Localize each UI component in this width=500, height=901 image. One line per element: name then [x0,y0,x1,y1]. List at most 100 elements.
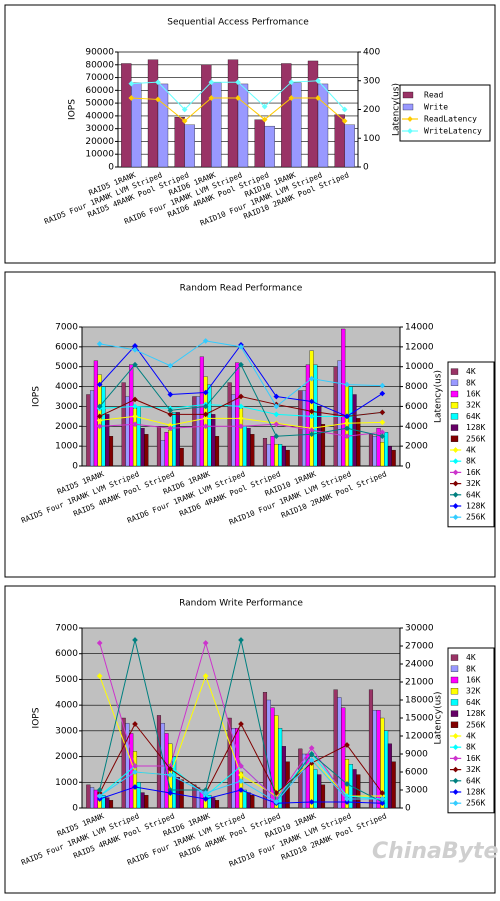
legend-label: 128K [466,788,485,797]
marker [132,396,138,403]
marker [132,763,138,769]
bar [160,440,165,467]
marker [208,79,215,86]
y-tick-label: 3000 [55,402,78,412]
legend-swatch [452,755,459,762]
y2-tick-label: 12000 [405,342,434,352]
marker [308,375,315,382]
marker [181,106,188,113]
y2-tick-label: 0 [405,804,411,814]
y-tick-label: 7000 [55,323,78,333]
marker [167,411,174,418]
bar [356,774,361,809]
legend-label: 32K [466,401,481,410]
marker [208,95,215,101]
y-tick-label: 0 [72,804,78,814]
bar [132,751,138,809]
bar [291,82,302,168]
marker [132,721,138,727]
marker [308,745,315,751]
y2-tick-label: 6000 [405,768,428,778]
marker [344,433,350,440]
marker [96,790,103,796]
marker [238,423,244,430]
legend-swatch [452,480,459,487]
legend-label: 4K [466,367,476,376]
y-tick-label: 5000 [55,675,78,685]
y2-axis-label: Latency(us) [392,83,402,136]
marker [167,407,174,414]
marker [155,96,161,103]
marker [202,338,209,344]
marker [238,361,244,368]
marker [181,118,188,124]
bar [121,63,132,168]
legend-swatch [450,424,459,431]
marker [273,393,280,400]
marker [132,403,138,410]
legend-box [447,647,495,814]
bar [298,748,303,809]
bar [164,733,169,809]
marker [379,790,386,796]
marker [308,757,315,763]
marker [96,793,103,799]
bar [376,428,381,467]
marker [288,79,295,86]
bar [136,782,141,809]
marker [202,640,209,646]
bar [108,436,114,467]
bar [192,396,197,467]
bar [246,428,251,467]
legend-label: 8K [466,743,476,752]
legend-swatch [450,699,459,706]
marker [379,433,386,440]
y-tick-label: 2000 [55,752,78,762]
marker [288,95,295,101]
watermark: ChinaByte [372,839,498,864]
y-tick-label: 1000 [55,778,78,788]
y-axis-label: IOPS [32,386,42,407]
bar [356,418,361,467]
legend-swatch [450,390,459,398]
marker [96,673,103,679]
marker [202,415,209,422]
marker [132,347,138,353]
bar [144,434,149,467]
bar [264,125,275,168]
bar [262,438,268,467]
marker [238,637,244,643]
marker [96,787,103,793]
legend-label: 4K [466,732,476,741]
marker [308,799,315,805]
legend-swatch [452,469,459,476]
marker [96,796,103,802]
y2-tick-label: 4000 [405,422,428,432]
bar [307,60,319,168]
y2-tick-label: 15000 [405,714,434,724]
bar [168,430,173,467]
marker [261,103,268,110]
marker [379,800,386,807]
marker [202,403,209,410]
y2-tick-label: 21000 [405,678,434,688]
legend-swatch [452,514,459,521]
marker [96,381,103,388]
bar [270,436,275,467]
marker [379,409,386,416]
bar [211,82,222,168]
bar [129,364,134,467]
marker [238,787,244,793]
y2-tick-label: 8000 [405,382,428,392]
marker [379,796,386,802]
legend-label: 256K [466,799,485,808]
legend-swatch [407,116,413,122]
y2-tick-label: 9000 [405,750,428,760]
y2-tick-label: 400 [363,48,380,58]
marker [132,769,138,775]
legend-swatch [450,435,459,442]
bar [309,350,314,467]
chart-title: Random Write Performance [179,599,303,609]
y-tick-label: 10000 [85,150,114,160]
